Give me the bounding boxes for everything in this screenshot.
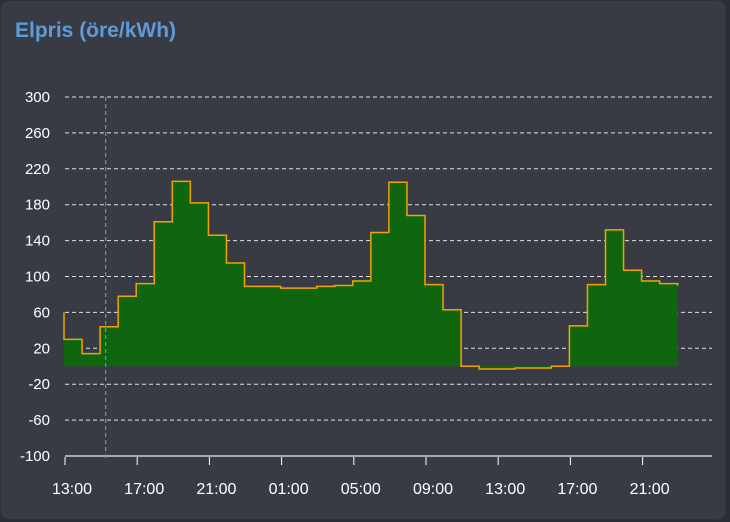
x-tick-label: 05:00 xyxy=(341,481,381,498)
price-step-bar xyxy=(299,288,317,366)
price-step-bar xyxy=(82,354,100,367)
x-tick-label: 09:00 xyxy=(413,481,453,498)
x-tick-label: 21:00 xyxy=(630,481,670,498)
area-layer xyxy=(63,180,679,370)
y-tick-label: -60 xyxy=(28,412,50,429)
price-step-bar xyxy=(533,366,551,368)
price-step-bar xyxy=(335,285,353,366)
price-step-bar xyxy=(371,233,389,367)
y-tick-label: 180 xyxy=(25,197,50,214)
price-step-bar xyxy=(461,366,479,367)
price-step-bar xyxy=(389,182,407,366)
price-step-bar xyxy=(226,263,244,366)
price-step-bar xyxy=(100,327,118,366)
card-title: Elpris (öre/kWh) xyxy=(15,19,177,42)
y-tick-label: 300 xyxy=(25,89,50,106)
y-tick-label: 260 xyxy=(25,125,50,142)
price-step-bar xyxy=(515,366,533,368)
y-tick-label: 20 xyxy=(33,340,50,357)
price-step-bar xyxy=(443,310,461,367)
price-step-bar xyxy=(281,288,299,366)
price-step-bar xyxy=(606,230,624,366)
price-step-bar xyxy=(317,286,335,366)
x-tick-label: 17:00 xyxy=(557,481,597,498)
y-tick-label: -100 xyxy=(20,448,50,465)
x-tick-label: 13:00 xyxy=(52,481,92,498)
price-step-bar xyxy=(407,215,425,366)
price-step-bar xyxy=(353,281,371,366)
price-step-bar xyxy=(190,203,208,366)
price-step-bar xyxy=(64,339,82,366)
y-tick-label: -20 xyxy=(28,376,50,393)
x-tick-label: 01:00 xyxy=(269,481,309,498)
price-step-bar xyxy=(479,366,497,369)
price-step-bar xyxy=(551,366,569,367)
y-tick-label: 140 xyxy=(25,233,50,250)
y-tick-label: 100 xyxy=(25,269,50,286)
y-tick-label: 60 xyxy=(33,304,50,321)
y-tick-label: 220 xyxy=(25,161,50,178)
price-step-bar xyxy=(624,270,642,366)
price-step-bar xyxy=(425,285,443,367)
axis-layer xyxy=(64,97,644,465)
price-line xyxy=(63,180,679,370)
price-step-bar xyxy=(263,286,281,366)
price-step-bar xyxy=(497,366,515,369)
x-tick-label: 13:00 xyxy=(485,481,525,498)
price-step-bar xyxy=(642,281,660,366)
price-step-bar xyxy=(172,181,190,366)
price-step-bar xyxy=(569,326,587,366)
price-step-bar xyxy=(136,284,154,367)
price-step-bar xyxy=(208,235,226,366)
price-step-bar xyxy=(245,286,263,366)
x-tick-label: 17:00 xyxy=(124,481,164,498)
price-step-bar xyxy=(660,284,678,367)
price-step-bar xyxy=(154,222,172,366)
x-tick-label: 21:00 xyxy=(196,481,236,498)
price-step-bar xyxy=(118,296,136,366)
price-step-bar xyxy=(587,285,605,367)
